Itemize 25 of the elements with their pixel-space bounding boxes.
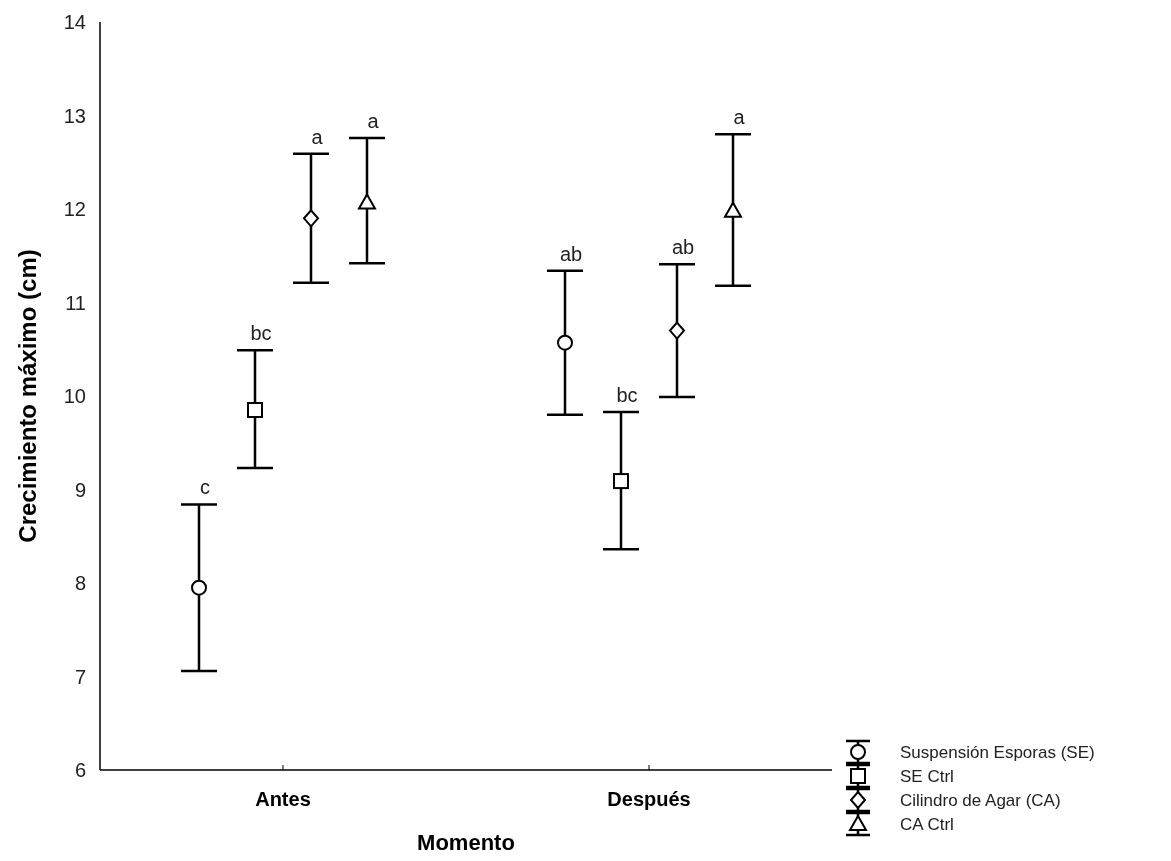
legend-label: SE Ctrl — [900, 766, 954, 786]
annotation: a — [733, 106, 746, 129]
y-tick-label: 10 — [63, 385, 86, 407]
annotation: ab — [559, 242, 583, 265]
y-tick-label: 12 — [63, 198, 86, 220]
y-tick-label: 6 — [74, 759, 86, 781]
y-tick-label: 9 — [74, 478, 86, 501]
annotation: c — [200, 476, 210, 499]
annotation: bc — [616, 383, 638, 406]
legend-label: Cilindro de Agar (CA) — [900, 790, 1061, 810]
annotation: bc — [250, 322, 272, 345]
y-tick-label: 8 — [74, 572, 86, 594]
y-axis-title: Crecimiento máximo (cm) — [14, 249, 41, 543]
y-tick-label: 11 — [65, 291, 86, 314]
y-tick-label: 13 — [63, 104, 86, 127]
x-tick-label: Después — [607, 788, 691, 810]
x-axis-title: Momento — [417, 830, 515, 855]
y-tick-label: 14 — [63, 11, 86, 33]
legend-label: Suspensión Esporas (SE) — [900, 742, 1095, 762]
legend-label: CA Ctrl — [900, 814, 954, 834]
annotation: ab — [671, 236, 695, 259]
x-tick-label: Antes — [255, 788, 311, 810]
annotation: a — [367, 109, 380, 132]
annotation: a — [311, 125, 324, 148]
y-tick-label: 7 — [74, 665, 86, 688]
